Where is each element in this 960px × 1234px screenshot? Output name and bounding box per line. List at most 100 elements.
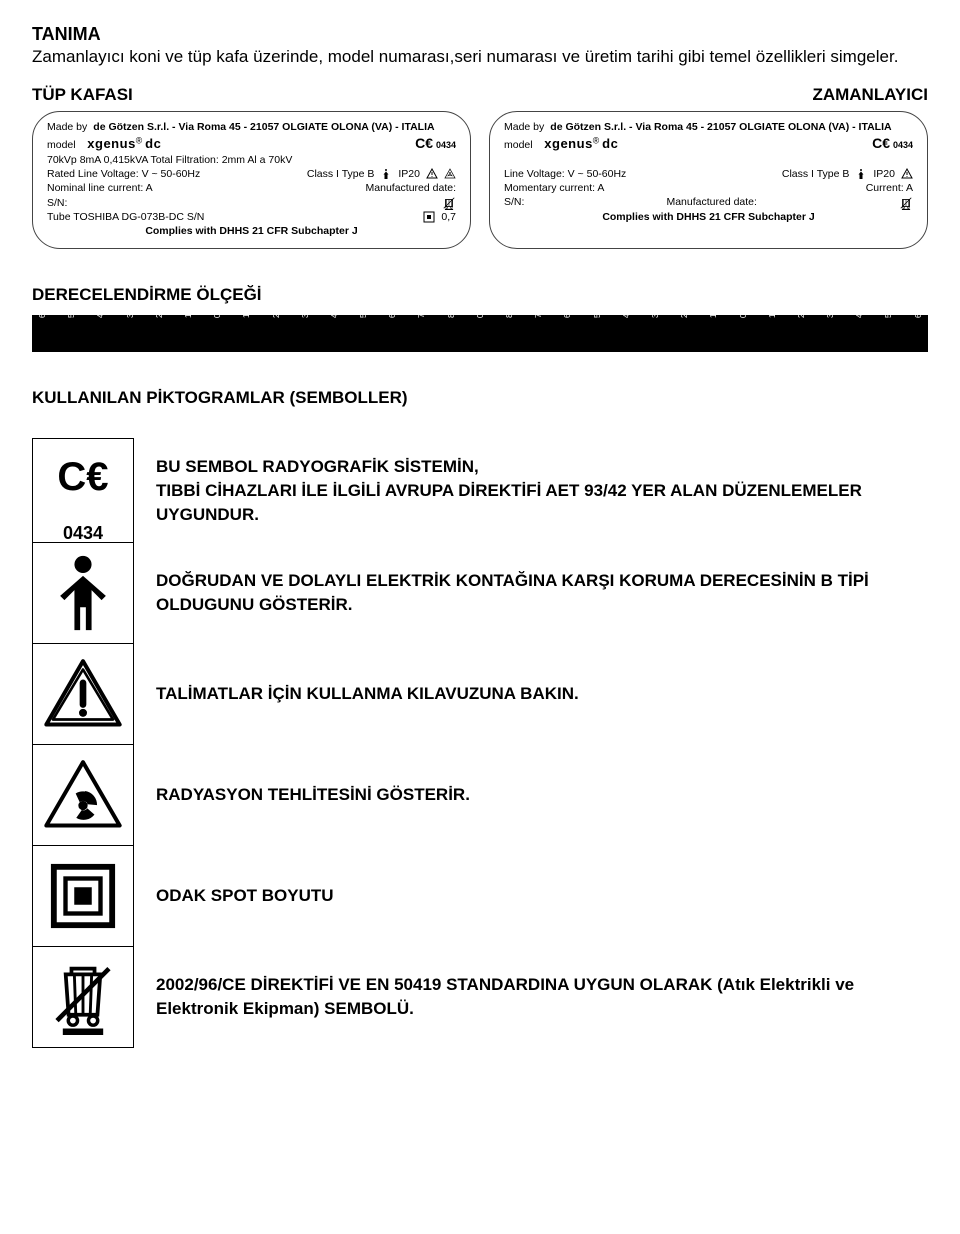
plate-focal-value: 0,7 <box>441 210 456 224</box>
plate-line-voltage: Line Voltage: V ~ 50-60Hz <box>504 167 626 181</box>
pictogram-row: C€ 0434BU SEMBOL RADYOGRAFİK SİSTEMİN,TI… <box>33 439 928 543</box>
pictogram-row: TALİMATLAR İÇİN KULLANMA KILAVUZUNA BAKI… <box>33 644 928 745</box>
weee-icon <box>899 195 913 209</box>
grading-scale-ruler: 6050403020100102030405060708008070605040… <box>32 315 928 352</box>
pictogram-row: DOĞRUDAN VE DOLAYLI ELEKTRİK KONTAĞINA K… <box>33 543 928 644</box>
plate-tube: Tube TOSHIBA DG-073B-DC S/N <box>47 210 204 224</box>
plate-manufacturer: de Götzen S.r.l. - Via Roma 45 - 21057 O… <box>93 120 434 134</box>
intro-text: Zamanlayıcı koni ve tüp kafa üzerinde, m… <box>32 47 928 67</box>
plate-sn: S/N: <box>47 196 67 210</box>
ruler-tick: 60 <box>388 310 397 318</box>
pictogram-row: ODAK SPOT BOYUTU <box>33 846 928 947</box>
radiation-icon <box>33 745 134 846</box>
weee-icon <box>33 947 134 1048</box>
ruler-title: DERECELENDİRME ÖLÇEĞİ <box>32 285 928 305</box>
plate-current: Current: A <box>866 181 913 195</box>
focal-spot-icon <box>33 846 134 947</box>
plate-line-voltage: Rated Line Voltage: V ~ 50-60Hz <box>47 167 200 181</box>
ruler-tick: 30 <box>126 310 135 318</box>
ruler-tick: 10 <box>768 310 777 318</box>
plate-manufacturer: de Götzen S.r.l. - Via Roma 45 - 21057 O… <box>550 120 891 134</box>
pictogram-description: ODAK SPOT BOYUTU <box>134 846 928 947</box>
plate-nominal-current: Nominal line current: A <box>47 181 153 195</box>
plate-model-suffix: dc <box>145 136 161 151</box>
page-title: TANIMA <box>32 24 928 45</box>
plate-model-suffix: dc <box>602 136 618 151</box>
ce-0434-icon: C€ 0434 <box>33 439 134 543</box>
ruler-tick: 40 <box>855 310 864 318</box>
pictogram-description: BU SEMBOL RADYOGRAFİK SİSTEMİN,TIBBİ CİH… <box>134 439 928 543</box>
plate-complies: Complies with DHHS 21 CFR Subchapter J <box>47 224 456 238</box>
person-icon <box>33 543 134 644</box>
ruler-tick: 40 <box>330 310 339 318</box>
warning-icon <box>33 644 134 745</box>
ruler-tick: 20 <box>797 310 806 318</box>
ruler-tick: 30 <box>301 310 310 318</box>
plate-model-reg: ® <box>593 135 599 145</box>
weee-icon <box>442 196 456 210</box>
ruler-tick: 0 <box>476 310 485 318</box>
plate-model-label: model <box>47 139 76 151</box>
plate-spec1: 70kVp 8mA 0,415kVA Total Filtration: 2mm… <box>47 153 456 167</box>
ruler-tick: 60 <box>38 310 47 318</box>
ce-mark-icon: C€ <box>872 135 890 151</box>
radiation-icon <box>444 167 456 181</box>
plate-label-right: ZAMANLAYICI <box>812 85 928 105</box>
ruler-tick: 20 <box>155 310 164 318</box>
ruler-tick: 70 <box>534 310 543 318</box>
ruler-tick: 0 <box>739 310 748 318</box>
plate-complies: Complies with DHHS 21 CFR Subchapter J <box>504 210 913 224</box>
ruler-tick: 10 <box>184 310 193 318</box>
pictogram-description: DOĞRUDAN VE DOLAYLI ELEKTRİK KONTAĞINA K… <box>134 543 928 644</box>
ruler-tick: 10 <box>709 310 718 318</box>
plate-model-name: xgenus <box>544 136 593 151</box>
ruler-tick: 20 <box>272 310 281 318</box>
ruler-tick: 60 <box>563 310 572 318</box>
plate-madeby-label: Made by <box>47 120 87 134</box>
ruler-tick: 40 <box>622 310 631 318</box>
ruler-tick: 70 <box>417 310 426 318</box>
pictogram-description: 2002/96/CE DİREKTİFİ VE EN 50419 STANDAR… <box>134 947 928 1048</box>
plate-madeby-label: Made by <box>504 120 544 134</box>
ce-num: 0434 <box>893 140 913 150</box>
pictogram-section-title: KULLANILAN PİKTOGRAMLAR (SEMBOLLER) <box>32 388 928 408</box>
pictogram-description: RADYASYON TEHLİTESİNİ GÖSTERİR. <box>134 745 928 846</box>
plate-model-reg: ® <box>136 135 142 145</box>
ce-mark-icon: C€ <box>415 135 433 151</box>
warning-icon <box>426 167 438 181</box>
ruler-tick: 50 <box>359 310 368 318</box>
ruler-tick: 50 <box>67 310 76 318</box>
plate-tube-head: Made by de Götzen S.r.l. - Via Roma 45 -… <box>32 111 471 249</box>
plate-label-left: TÜP KAFASI <box>32 85 133 105</box>
plate-model-label: model <box>504 139 533 151</box>
pictogram-row: 2002/96/CE DİREKTİFİ VE EN 50419 STANDAR… <box>33 947 928 1048</box>
ruler-tick: 80 <box>505 310 514 318</box>
ruler-tick: 30 <box>826 310 835 318</box>
plate-class: Class I Type B <box>307 167 375 181</box>
plate-model-name: xgenus <box>87 136 136 151</box>
ruler-tick: 50 <box>884 310 893 318</box>
plate-timer: Made by de Götzen S.r.l. - Via Roma 45 -… <box>489 111 928 249</box>
person-icon <box>855 167 867 181</box>
pictogram-table: C€ 0434BU SEMBOL RADYOGRAFİK SİSTEMİN,TI… <box>32 438 928 1048</box>
plate-class: Class I Type B <box>782 167 850 181</box>
ce-num: 0434 <box>436 140 456 150</box>
focal-spot-icon <box>423 210 435 224</box>
plate-mfdate: Manufactured date: <box>366 181 456 195</box>
ruler-tick: 60 <box>914 310 923 318</box>
plate-ip: IP20 <box>398 167 420 181</box>
ruler-tick: 40 <box>96 310 105 318</box>
ruler-tick: 80 <box>447 310 456 318</box>
pictogram-row: RADYASYON TEHLİTESİNİ GÖSTERİR. <box>33 745 928 846</box>
ruler-tick: 0 <box>213 310 222 318</box>
warning-icon <box>901 167 913 181</box>
plate-sn: S/N: <box>504 195 524 209</box>
plate-mfdate: Manufactured date: <box>666 195 756 209</box>
plate-ip: IP20 <box>873 167 895 181</box>
pictogram-description: TALİMATLAR İÇİN KULLANMA KILAVUZUNA BAKI… <box>134 644 928 745</box>
ruler-tick: 30 <box>651 310 660 318</box>
ruler-tick: 20 <box>680 310 689 318</box>
ruler-tick: 10 <box>242 310 251 318</box>
ruler-tick: 50 <box>593 310 602 318</box>
person-icon <box>380 167 392 181</box>
